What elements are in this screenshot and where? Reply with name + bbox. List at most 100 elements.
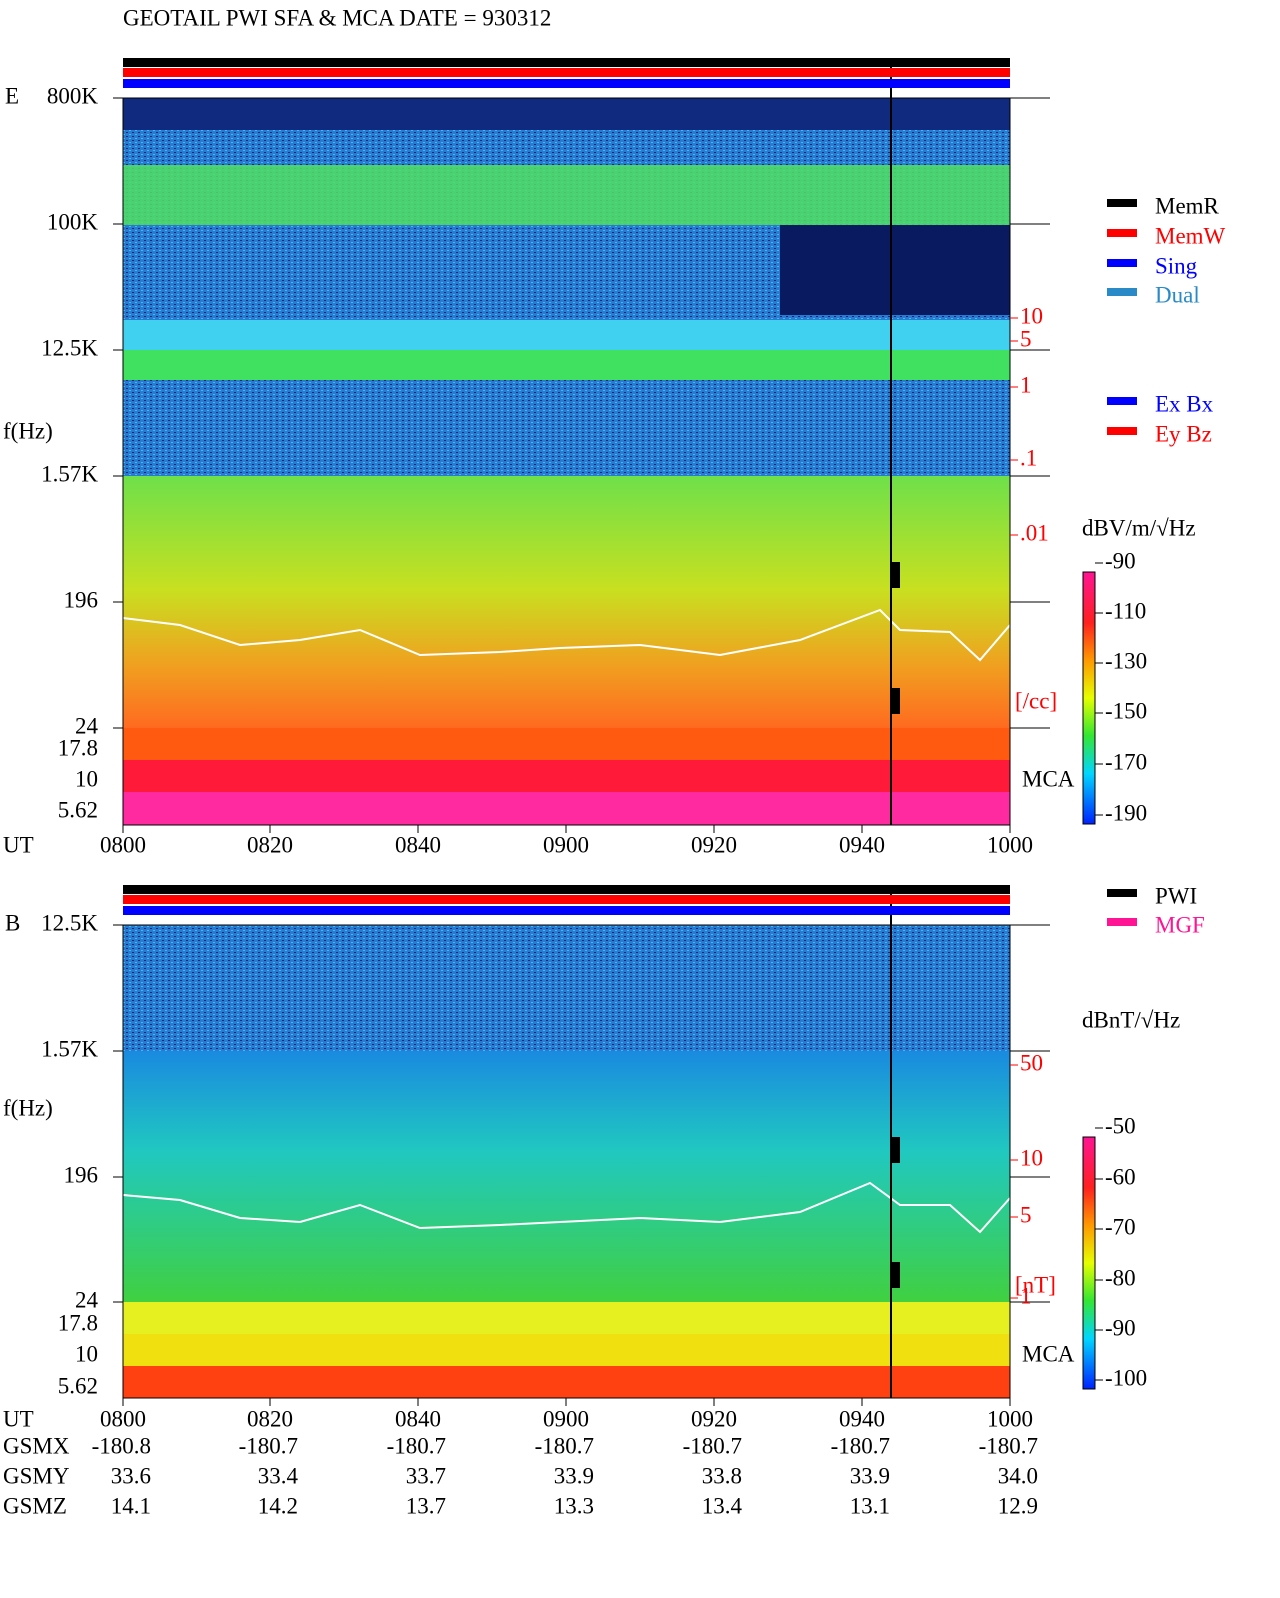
orbit-name: GSMZ [3, 1493, 67, 1518]
legend-label: MemR [1155, 193, 1220, 218]
y-tick-label: 24 [75, 713, 99, 738]
y-tick-label: 24 [75, 1287, 99, 1312]
y-tick-label: 12.5K [41, 910, 98, 935]
band [123, 1302, 1010, 1334]
orbit-value: 33.6 [111, 1463, 151, 1488]
band [123, 380, 1010, 476]
orbit-value: 14.1 [111, 1493, 151, 1518]
orbit-value: 13.4 [702, 1493, 743, 1518]
y-tick-label: 10 [75, 1341, 98, 1366]
y-tick-label: 10 [75, 766, 98, 791]
orbit-value: 33.4 [258, 1463, 299, 1488]
colorbar-tick-label: -190 [1105, 800, 1147, 825]
orbit-name: GSMX [3, 1433, 70, 1458]
legend-label: Ex Bx [1155, 391, 1214, 416]
x-tick-label: 1000 [987, 1406, 1033, 1431]
legend-swatch [1107, 259, 1137, 267]
band [123, 925, 1010, 1051]
y-tick-label: 17.8 [58, 1310, 98, 1335]
colorbar-unit: dBnT/√Hz [1082, 1007, 1180, 1032]
orbit-name: GSMY [3, 1463, 70, 1488]
x-tick-label: 0940 [839, 832, 885, 857]
orbit-value: -180.7 [831, 1433, 890, 1458]
y-tick-label: 5.62 [58, 1373, 98, 1398]
colorbar-tick-label: -90 [1105, 1315, 1136, 1340]
y-tick-label: 12.5K [41, 335, 98, 360]
panel-label: B [5, 910, 20, 935]
spectrograms [122, 58, 1096, 1398]
colorbar-unit: dBV/m/√Hz [1082, 515, 1196, 540]
legend-swatch [1107, 918, 1137, 926]
y-tick-label: 196 [64, 587, 99, 612]
x-tick-label: 0900 [543, 1406, 589, 1431]
marker [892, 688, 900, 714]
title: GEOTAIL PWI SFA & MCA DATE = 930312 [123, 5, 551, 30]
band [123, 98, 1010, 130]
status-bar [123, 885, 1010, 894]
legend-swatch [1107, 288, 1137, 296]
band [123, 1366, 1010, 1398]
colorbar-tick-label: -60 [1105, 1164, 1136, 1189]
x-tick-label: 0820 [247, 832, 293, 857]
orbit-value: -180.7 [535, 1433, 594, 1458]
marker [892, 1262, 900, 1288]
legend-label: PWI [1155, 883, 1197, 908]
orbit-value: -180.8 [92, 1433, 151, 1458]
right-tick-label: 50 [1020, 1050, 1043, 1075]
right-tick-label: .1 [1020, 445, 1037, 470]
orbit-value: 33.9 [850, 1463, 890, 1488]
right-tick-label: 5 [1020, 1202, 1032, 1227]
status-bar [123, 68, 1010, 77]
x-tick-label: 0820 [247, 1406, 293, 1431]
colorbar-tick-label: -110 [1105, 598, 1146, 623]
legend-label: Sing [1155, 253, 1198, 278]
y-axis-label: f(Hz) [3, 1095, 53, 1120]
orbit-value: -180.7 [979, 1433, 1038, 1458]
legend-swatch [1107, 889, 1137, 897]
mca-label: MCA [1022, 766, 1075, 791]
colorbar-tick-label: -130 [1105, 648, 1147, 673]
colorbar-tick-label: -170 [1105, 749, 1147, 774]
right-tick-label: 5 [1020, 326, 1032, 351]
legend-swatch [1107, 229, 1137, 237]
right-unit: [nT] [1015, 1272, 1056, 1297]
orbit-value: 13.7 [406, 1493, 446, 1518]
orbit-value: 13.1 [850, 1493, 890, 1518]
x-tick-label: 0920 [691, 1406, 737, 1431]
right-tick-label: 10 [1020, 303, 1043, 328]
colorbar-tick-label: -150 [1105, 698, 1147, 723]
x-tick-label: 0800 [100, 832, 146, 857]
y-tick-label: 800K [47, 83, 99, 108]
right-tick-label: 10 [1020, 1145, 1043, 1170]
y-tick-label: 100K [47, 209, 99, 234]
band [123, 1334, 1010, 1366]
colorbar-tick-label: -100 [1105, 1365, 1147, 1390]
band [123, 792, 1010, 825]
marker [892, 562, 900, 588]
colorbar-tick-label: -90 [1105, 548, 1136, 573]
colorbar-tick-label: -50 [1105, 1113, 1136, 1138]
right-tick-label: 1 [1020, 372, 1032, 397]
orbit-value: -180.7 [239, 1433, 298, 1458]
y-tick-label: 1.57K [41, 1036, 98, 1061]
orbit-value: 34.0 [998, 1463, 1038, 1488]
field-trace [122, 1181, 1011, 1234]
colorbar-tick-label: -80 [1105, 1265, 1136, 1290]
legend-swatch [1107, 397, 1137, 405]
y-tick-label: 17.8 [58, 735, 98, 760]
orbit-value: -180.7 [387, 1433, 446, 1458]
panel-label: E [5, 83, 19, 108]
legend-label: Dual [1155, 282, 1200, 307]
y-axis-label: f(Hz) [3, 418, 53, 443]
ut-label: UT [3, 1406, 34, 1431]
status-bar [123, 895, 1010, 904]
mca-label: MCA [1022, 1341, 1075, 1366]
orbit-value: -180.7 [683, 1433, 742, 1458]
orbit-value: 14.2 [258, 1493, 298, 1518]
y-tick-label: 1.57K [41, 461, 98, 486]
band [123, 350, 1010, 380]
band [123, 728, 1010, 760]
right-unit: [/cc] [1015, 688, 1057, 713]
x-tick-label: 0940 [839, 1406, 885, 1431]
